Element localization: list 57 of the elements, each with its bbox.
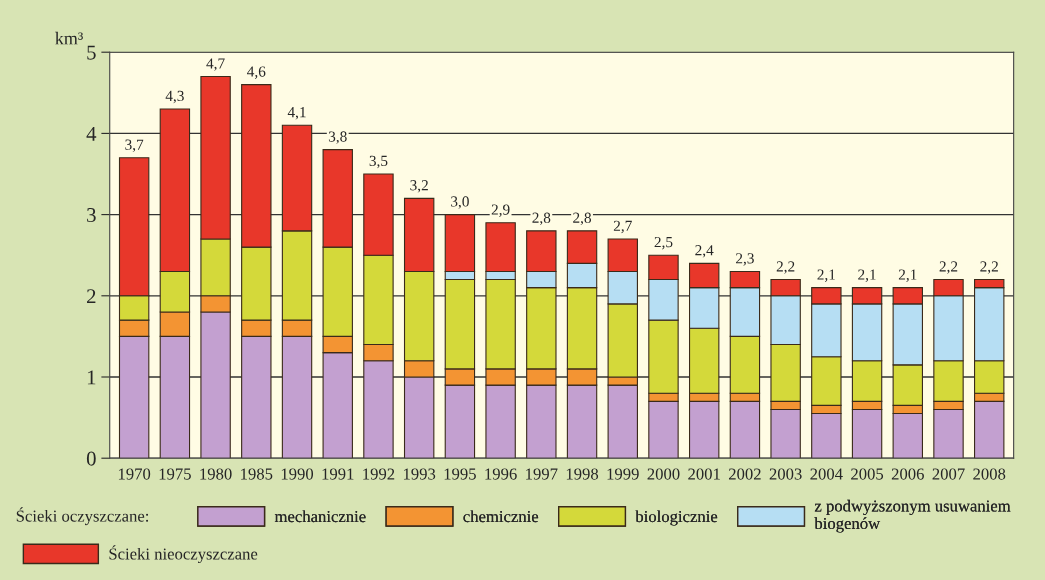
x-tick-label: 2007 xyxy=(932,468,965,480)
total-label: 2,1 xyxy=(817,269,835,282)
total-label: 3,8 xyxy=(328,131,347,144)
total-label: 2,3 xyxy=(736,253,754,266)
y-axis-title: km³ xyxy=(55,31,83,45)
y-tick-label: 2 xyxy=(87,289,96,304)
total-label: 3,5 xyxy=(369,155,388,169)
legend-label: z podwyższonym usuwaniem biogenów xyxy=(814,499,1011,533)
legend-label: biologicznie xyxy=(635,510,718,526)
legend-title: Ścieki oczyszczane: xyxy=(16,507,149,526)
total-label: 2,7 xyxy=(613,220,632,234)
x-tick-label: 1997 xyxy=(526,468,558,480)
x-tick-label: 1995 xyxy=(444,468,476,480)
total-label: 2,5 xyxy=(654,236,673,250)
y-tick-label: 0 xyxy=(86,451,96,466)
x-tick-label: 1970 xyxy=(118,468,151,480)
x-tick-label: 2002 xyxy=(728,468,761,480)
total-label: 3,7 xyxy=(125,139,144,152)
x-tick-label: 1985 xyxy=(241,468,273,480)
x-tick-label: 2004 xyxy=(810,468,843,480)
x-tick-label: 1980 xyxy=(200,468,232,480)
total-label: 2,9 xyxy=(491,204,510,217)
y-tick-label: 3 xyxy=(87,208,96,223)
total-label: 3,0 xyxy=(451,196,469,209)
x-tick-label: 2003 xyxy=(769,468,802,480)
total-label: 4,1 xyxy=(287,107,306,120)
legend-label: mechanicznie xyxy=(274,510,366,523)
x-tick-label: 2006 xyxy=(891,468,924,480)
total-label: 2,2 xyxy=(939,261,958,274)
total-label: 2,8 xyxy=(532,212,551,226)
x-tick-label: 1975 xyxy=(159,468,191,480)
y-tick-label: 5 xyxy=(87,45,96,60)
x-tick-label: 1992 xyxy=(363,468,395,480)
total-label: 2,1 xyxy=(898,269,917,282)
total-label: 4,7 xyxy=(206,58,225,71)
x-tick-label: 1996 xyxy=(485,468,517,480)
x-tick-label: 2001 xyxy=(688,468,720,480)
y-tick-label: 4 xyxy=(86,126,97,141)
x-tick-label: 1990 xyxy=(281,468,314,480)
y-tick-label: 1 xyxy=(87,370,96,385)
legend-label: Ścieki nieoczyszczane xyxy=(109,545,258,564)
total-label: 3,2 xyxy=(410,180,428,193)
total-label: 2,8 xyxy=(573,212,592,226)
total-label: 2,4 xyxy=(695,245,714,258)
total-label: 4,3 xyxy=(165,90,184,104)
x-tick-label: 1991 xyxy=(322,468,354,480)
legend-label: chemicznie xyxy=(463,510,539,523)
total-label: 2,2 xyxy=(980,261,998,274)
x-tick-label: 1999 xyxy=(607,468,639,480)
total-label: 2,1 xyxy=(858,269,876,282)
x-tick-label: 1998 xyxy=(566,468,599,480)
x-tick-label: 2008 xyxy=(973,468,1006,480)
x-tick-label: 2000 xyxy=(647,468,680,480)
x-tick-label: 1993 xyxy=(403,468,436,480)
x-tick-label: 2005 xyxy=(851,468,884,480)
total-label: 2,2 xyxy=(776,261,795,274)
total-label: 4,6 xyxy=(247,66,266,79)
